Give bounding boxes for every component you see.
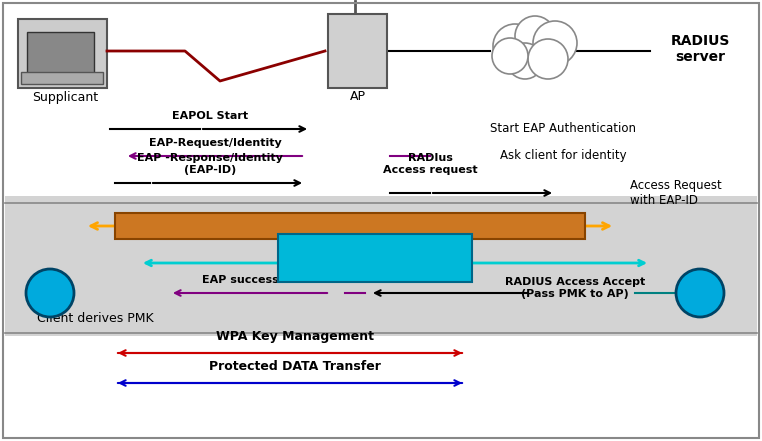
Circle shape [507,43,543,79]
Circle shape [528,39,568,79]
Text: RADIUS Access Accept
(Pass PMK to AP): RADIUS Access Accept (Pass PMK to AP) [505,277,645,299]
Circle shape [515,16,555,56]
Text: Secure Tunnel (via TLS &   PAC): Secure Tunnel (via TLS & PAC) [239,220,460,232]
Text: Protected DATA Transfer: Protected DATA Transfer [209,360,381,373]
FancyBboxPatch shape [278,234,472,282]
Text: EAP -Response/Identity
(EAP-ID): EAP -Response/Identity (EAP-ID) [137,153,283,175]
FancyBboxPatch shape [5,5,757,196]
Text: EAP success: EAP success [202,275,278,285]
Text: key: key [688,287,712,299]
Circle shape [492,38,528,74]
Text: Access Request
with EAP-ID: Access Request with EAP-ID [630,179,722,207]
Text: key: key [38,287,62,299]
Text: EAPOL Start: EAPOL Start [172,111,248,121]
Text: WPA Key Management: WPA Key Management [216,330,374,343]
Text: EAP-Request/Identity: EAP-Request/Identity [149,138,281,148]
Text: RADIUS
server: RADIUS server [671,34,730,64]
Circle shape [676,269,724,317]
Circle shape [533,21,577,65]
Circle shape [26,269,74,317]
FancyBboxPatch shape [328,14,387,88]
FancyBboxPatch shape [21,72,103,84]
Text: RADIus
Access request: RADIus Access request [383,153,477,175]
Text: Ask client for identity: Ask client for identity [500,149,626,162]
Text: Client-side
Authentication: Client-side Authentication [323,244,427,272]
FancyBboxPatch shape [27,32,94,74]
Text: Supplicant: Supplicant [32,90,98,104]
Text: AP: AP [350,90,366,104]
FancyBboxPatch shape [115,213,585,239]
Text: Enterprise
Network: Enterprise Network [504,38,562,60]
Text: Start EAP Authentication: Start EAP Authentication [490,123,636,135]
Circle shape [493,24,537,68]
FancyBboxPatch shape [18,19,107,88]
FancyBboxPatch shape [5,196,757,336]
Text: Client derives PMK: Client derives PMK [37,313,153,325]
